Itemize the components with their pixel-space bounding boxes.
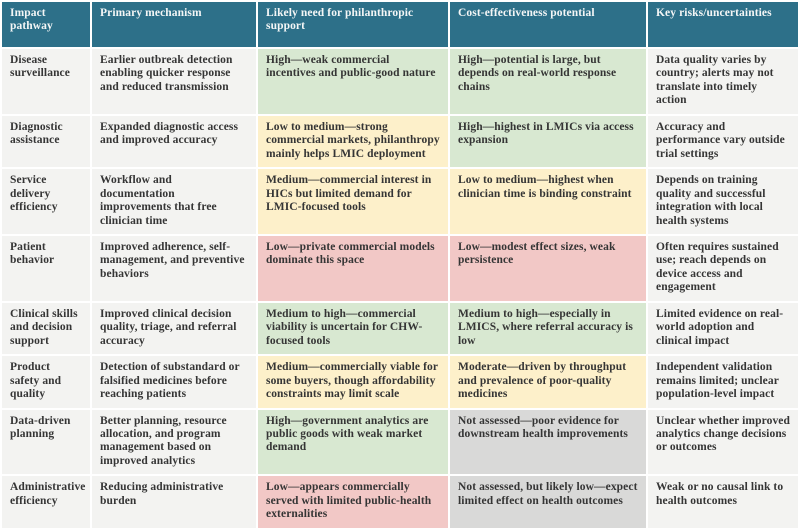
cell-key-risks: Unclear whether improved analytics chang…: [648, 409, 798, 475]
cell-key-risks: Data quality varies by country; alerts m…: [648, 49, 798, 114]
cell-cost-effectiveness: Not assessed, but likely low—expect limi…: [450, 476, 646, 528]
cell-philanthropic-need: Low to medium—strong commercial markets,…: [258, 115, 448, 168]
cell-cost-effectiveness: Low—modest effect sizes, weak persistenc…: [450, 235, 646, 301]
table-row: Data-driven planning Better planning, re…: [2, 409, 798, 475]
column-header-impact-pathway: Impact pathway: [2, 2, 90, 47]
table-row: Administrative efficiency Reducing admin…: [2, 476, 798, 528]
cell-philanthropic-need: High—government analytics are public goo…: [258, 409, 448, 475]
cell-primary-mechanism: Improved adherence, self-management, and…: [92, 235, 256, 301]
cell-primary-mechanism: Earlier outbreak detection enabling quic…: [92, 49, 256, 114]
cell-impact-pathway: Disease surveillance: [2, 49, 90, 114]
header-row: Impact pathway Primary mechanism Likely …: [2, 2, 798, 47]
column-header-primary-mechanism: Primary mechanism: [92, 2, 256, 47]
table-row: Product safety and quality Detection of …: [2, 356, 798, 408]
cell-philanthropic-need: Medium to high—commercial viability is u…: [258, 302, 448, 355]
cell-impact-pathway: Clinical skills and decision support: [2, 302, 90, 355]
cell-primary-mechanism: Reducing administrative burden: [92, 476, 256, 528]
cell-cost-effectiveness: High—potential is large, but depends on …: [450, 49, 646, 114]
cell-philanthropic-need: Low—private commercial models dominate t…: [258, 235, 448, 301]
cell-philanthropic-need: Medium—commercial interest in HICs but l…: [258, 169, 448, 234]
table-row: Disease surveillance Earlier outbreak de…: [2, 49, 798, 114]
cell-philanthropic-need: Medium—commercially viable for some buye…: [258, 356, 448, 408]
cell-key-risks: Limited evidence on real-world adoption …: [648, 302, 798, 355]
cell-primary-mechanism: Expanded diagnostic access and improved …: [92, 115, 256, 168]
cell-impact-pathway: Data-driven planning: [2, 409, 90, 475]
cell-impact-pathway: Administrative efficiency: [2, 476, 90, 528]
cell-key-risks: Depends on training quality and successf…: [648, 169, 798, 234]
cell-philanthropic-need: High—weak commercial incentives and publ…: [258, 49, 448, 114]
column-header-key-risks: Key risks/uncertainties: [648, 2, 798, 47]
column-header-philanthropic-need: Likely need for philanthropic support: [258, 2, 448, 47]
cell-impact-pathway: Product safety and quality: [2, 356, 90, 408]
cell-impact-pathway: Patient behavior: [2, 235, 90, 301]
cell-primary-mechanism: Detection of substandard or falsified me…: [92, 356, 256, 408]
table-row: Service delivery efficiency Workflow and…: [2, 169, 798, 234]
cell-key-risks: Accuracy and performance vary outside tr…: [648, 115, 798, 168]
cell-cost-effectiveness: Moderate—driven by throughput and preval…: [450, 356, 646, 408]
cell-primary-mechanism: Better planning, resource allocation, an…: [92, 409, 256, 475]
cell-key-risks: Often requires sustained use; reach depe…: [648, 235, 798, 301]
cell-cost-effectiveness: Not assessed—poor evidence for downstrea…: [450, 409, 646, 475]
table-row: Clinical skills and decision support Imp…: [2, 302, 798, 355]
table-row: Patient behavior Improved adherence, sel…: [2, 235, 798, 301]
cell-primary-mechanism: Workflow and documentation improvements …: [92, 169, 256, 234]
column-header-cost-effectiveness: Cost-effectiveness potential: [450, 2, 646, 47]
cell-impact-pathway: Service delivery efficiency: [2, 169, 90, 234]
cell-cost-effectiveness: Low to medium—highest when clinician tim…: [450, 169, 646, 234]
table-row: Diagnostic assistance Expanded diagnosti…: [2, 115, 798, 168]
cell-key-risks: Weak or no causal link to health outcome…: [648, 476, 798, 528]
cell-cost-effectiveness: Medium to high—especially in LMICS, wher…: [450, 302, 646, 355]
cell-key-risks: Independent validation remains limited; …: [648, 356, 798, 408]
cell-philanthropic-need: Low—appears commercially served with lim…: [258, 476, 448, 528]
cell-impact-pathway: Diagnostic assistance: [2, 115, 90, 168]
cell-cost-effectiveness: High—highest in LMICs via access expansi…: [450, 115, 646, 168]
cell-primary-mechanism: Improved clinical decision quality, tria…: [92, 302, 256, 355]
